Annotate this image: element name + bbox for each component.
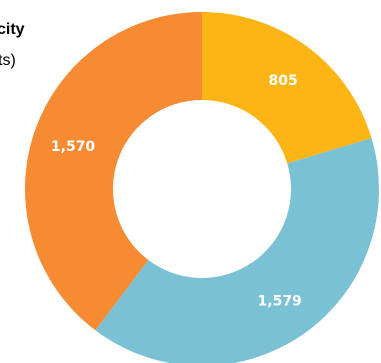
chart-title: city ts) [0,21,25,69]
donut-slices [25,12,379,363]
slice-label-1: 1,579 [258,294,302,310]
slice-label-2: 1,570 [51,139,96,155]
donut-slice-1 [95,138,379,363]
title-line-1: city [0,21,25,38]
title-line-2: ts) [0,52,16,69]
donut-slice-0 [202,12,372,164]
donut-slice-2 [25,12,203,331]
slice-label-0: 805 [269,73,298,89]
slice-labels: 805 1,579 1,570 [51,73,302,310]
